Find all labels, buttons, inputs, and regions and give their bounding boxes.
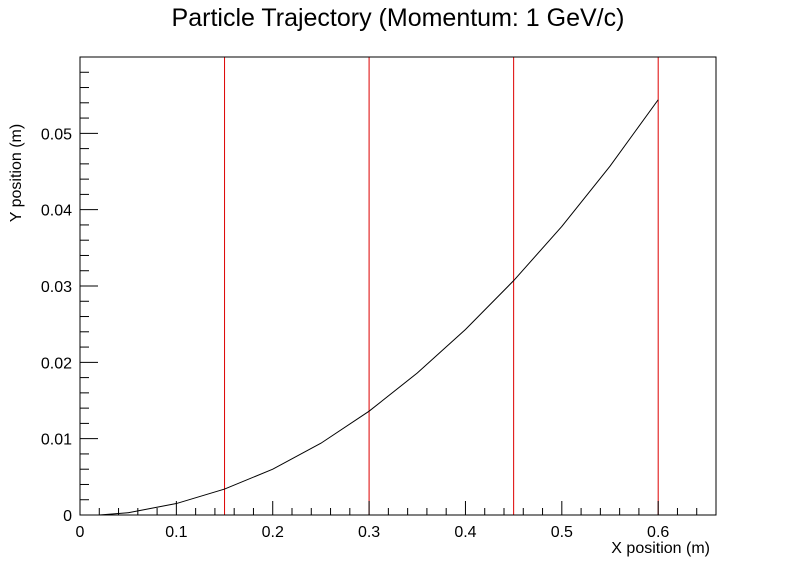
x-tick-label: 0.1 — [165, 524, 187, 541]
series-group — [99, 99, 659, 516]
y-axis-label: Y position (m) — [8, 124, 25, 222]
x-tick-label: 0 — [76, 524, 85, 541]
y-axis: 0 0.01 0.02 0.03 0.04 0.05 — [41, 71, 98, 525]
detector-lines — [79, 57, 659, 515]
y-tick-label: 0 — [63, 508, 72, 525]
x-tick-label: 0.2 — [262, 524, 284, 541]
y-tick-label: 0.02 — [41, 355, 72, 372]
y-tick-label: 0.03 — [41, 279, 72, 296]
y-tick-label: 0.05 — [41, 126, 72, 143]
chart-title: Particle Trajectory (Momentum: 1 GeV/c) — [171, 4, 625, 32]
plot-frame — [79, 56, 717, 516]
x-axis: 0 0.1 0.2 0.3 0.4 0.5 0.6 — [76, 501, 717, 541]
series-line-0 — [99, 99, 659, 516]
x-axis-label: X position (m) — [611, 540, 710, 557]
x-tick-label: 0.4 — [454, 524, 476, 541]
x-tick-label: 0.6 — [647, 524, 669, 541]
x-tick-label: 0.5 — [551, 524, 573, 541]
x-tick-label: 0.3 — [358, 524, 380, 541]
y-tick-label: 0.04 — [41, 203, 72, 220]
y-tick-label: 0.01 — [41, 432, 72, 449]
